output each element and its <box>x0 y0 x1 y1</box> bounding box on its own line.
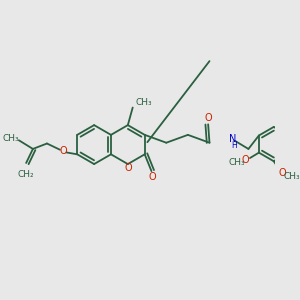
Text: O: O <box>59 146 67 156</box>
Text: CH₂: CH₂ <box>18 170 34 179</box>
Text: CH₃: CH₃ <box>228 158 245 167</box>
Text: O: O <box>124 163 132 173</box>
Text: O: O <box>205 113 212 123</box>
Text: CH₃: CH₃ <box>284 172 300 181</box>
Text: O: O <box>279 168 286 178</box>
Text: H: H <box>232 141 237 150</box>
Text: N: N <box>229 134 236 145</box>
Text: CH₃: CH₃ <box>3 134 20 142</box>
Text: O: O <box>242 155 249 165</box>
Text: O: O <box>148 172 156 182</box>
Text: CH₃: CH₃ <box>136 98 153 107</box>
